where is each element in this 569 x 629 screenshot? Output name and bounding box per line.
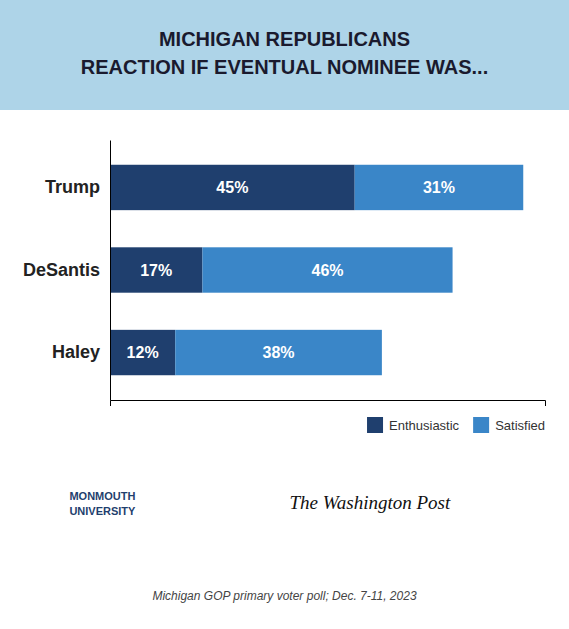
legend-label: Satisfied	[495, 418, 545, 433]
y-tick: Trump	[45, 177, 100, 197]
y-axis: Trump DeSantis Haley	[23, 141, 111, 401]
annotation-line: MONMOUTH	[69, 490, 135, 502]
bar	[202, 247, 452, 292]
annotation: The Washington Post	[289, 492, 451, 513]
title-background	[0, 0, 569, 110]
data-labels: 45% 17% 12% 31% 46% 38%	[127, 179, 455, 361]
data-label: 12%	[127, 344, 159, 361]
bars	[110, 165, 523, 375]
y-tick-label: DeSantis	[23, 260, 100, 280]
x-axis	[111, 401, 546, 407]
plot: 45% 17% 12% 31% 46% 38% Trump DeSantis Haley	[23, 141, 546, 407]
data-label: 45%	[216, 179, 248, 196]
y-tick: Haley	[52, 342, 100, 362]
legend-item: Satisfied	[473, 417, 545, 433]
footnote: Michigan GOP primary voter poll; Dec. 7-…	[152, 589, 416, 603]
title-line: REACTION IF EVENTUAL NOMINEE WAS...	[81, 56, 488, 78]
title-line: MICHIGAN REPUBLICANS	[159, 28, 410, 50]
y-tick: DeSantis	[23, 260, 100, 280]
legend: Enthusiastic Satisfied	[367, 417, 545, 433]
bar	[110, 165, 355, 210]
bar	[110, 330, 175, 375]
legend-swatch	[473, 417, 489, 433]
y-tick-label: Trump	[45, 177, 100, 197]
title: MICHIGAN REPUBLICANS REACTION IF EVENTUAL…	[81, 28, 488, 78]
chart: MICHIGAN REPUBLICANS REACTION IF EVENTUAL…	[0, 0, 569, 629]
legend-swatch	[367, 417, 383, 433]
bar	[175, 330, 382, 375]
series	[175, 165, 523, 375]
data-label: 46%	[311, 262, 343, 279]
data-label: 17%	[140, 262, 172, 279]
y-tick-label: Haley	[52, 342, 100, 362]
y-axis-line	[110, 141, 111, 401]
data-label: 31%	[423, 179, 455, 196]
bar	[110, 247, 202, 292]
bar	[355, 165, 524, 210]
legend-item: Enthusiastic	[367, 417, 460, 433]
annotation: MONMOUTH UNIVERSITY	[69, 490, 136, 517]
annotation-line: UNIVERSITY	[69, 505, 136, 517]
legend-label: Enthusiastic	[389, 418, 460, 433]
data-label: 38%	[263, 344, 295, 361]
x-axis-line	[111, 401, 546, 407]
